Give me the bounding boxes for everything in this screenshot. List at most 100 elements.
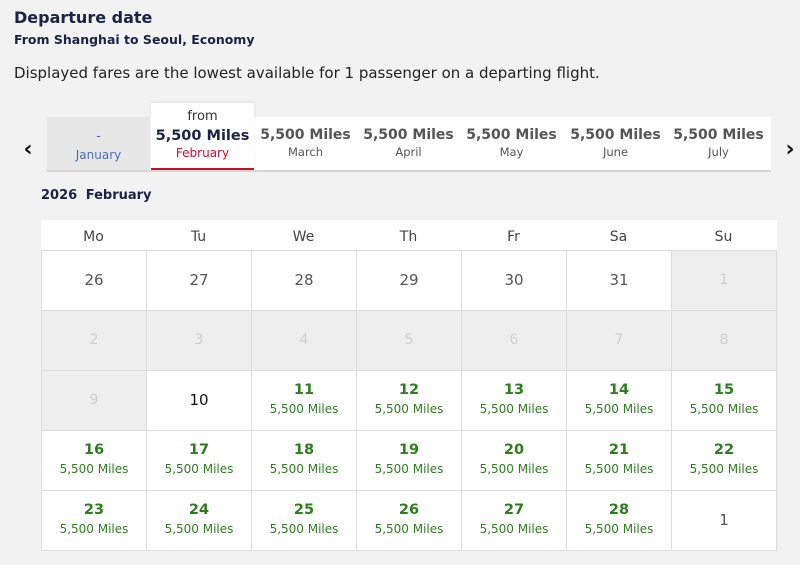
chevron-left-icon[interactable]: ‹ — [23, 137, 33, 162]
calendar-day[interactable]: 19 5,500 Miles — [357, 431, 462, 491]
month-tab-may[interactable]: 5,500 Miles May — [460, 117, 563, 170]
month-name: May — [499, 145, 524, 159]
day-number: 31 — [609, 271, 629, 289]
calendar-day[interactable]: 11 5,500 Miles — [252, 371, 357, 431]
calendar-day[interactable]: 12 5,500 Miles — [357, 371, 462, 431]
weekday-header: Mo Tu We Th Fr Sa Su — [41, 220, 777, 250]
calendar-day[interactable]: 24 5,500 Miles — [147, 491, 252, 551]
month-tab-march[interactable]: 5,500 Miles March — [254, 117, 357, 170]
day-number: 1 — [719, 511, 729, 529]
day-number: 14 — [608, 382, 630, 398]
month-miles: 5,500 Miles — [570, 127, 661, 143]
day-fare: 5,500 Miles — [584, 462, 654, 476]
day-fare: 5,500 Miles — [479, 522, 549, 536]
calendar-day: 3 — [147, 311, 252, 371]
month-tab-july[interactable]: 5,500 Miles July — [667, 117, 770, 170]
day-number: 21 — [608, 442, 630, 458]
day-number: 7 — [614, 332, 624, 348]
day-number: 10 — [189, 391, 209, 409]
day-number: 28 — [294, 271, 314, 289]
calendar-day: 6 — [462, 311, 567, 371]
month-name: July — [708, 145, 729, 159]
month-name: February — [175, 146, 230, 160]
calendar-week: 16 5,500 Miles 17 5,500 Miles 18 5,500 Miles 1… — [42, 431, 777, 491]
weekday-label: Su — [714, 229, 733, 245]
month-tab-february[interactable]: from 5,500 Miles February — [151, 103, 254, 170]
day-number: 23 — [83, 502, 105, 518]
day-number: 30 — [504, 271, 524, 289]
calendar-week: 2 3 4 5 6 7 8 — [42, 311, 777, 371]
day-number: 12 — [398, 382, 420, 398]
calendar-week: 23 5,500 Miles 24 5,500 Miles 25 5,500 Miles 2… — [42, 491, 777, 551]
day-fare: 5,500 Miles — [269, 522, 339, 536]
day-number: 27 — [189, 271, 209, 289]
day-fare: 5,500 Miles — [479, 462, 549, 476]
day-number: 22 — [713, 442, 735, 458]
day-number: 8 — [719, 332, 729, 348]
calendar-day: 29 — [357, 251, 462, 311]
month-miles: 5,500 Miles — [466, 127, 557, 143]
day-number: 25 — [293, 502, 315, 518]
day-number: 2 — [89, 332, 99, 348]
month-miles: 5,500 Miles — [363, 127, 454, 143]
day-fare: 5,500 Miles — [584, 522, 654, 536]
calendar-day: 1 — [672, 491, 777, 551]
chevron-right-icon[interactable]: › — [785, 137, 795, 162]
month-tab-january[interactable]: - January — [47, 117, 150, 170]
day-fare: 5,500 Miles — [374, 462, 444, 476]
weekday-label: Mo — [83, 229, 104, 245]
calendar-day[interactable]: 14 5,500 Miles — [567, 371, 672, 431]
route-subtitle: From Shanghai to Seoul, Economy — [14, 32, 255, 47]
page-title: Departure date — [14, 8, 153, 27]
weekday-label: Sa — [609, 229, 628, 245]
calendar-day[interactable]: 18 5,500 Miles — [252, 431, 357, 491]
weekday-label: Fr — [507, 229, 520, 245]
month-name: June — [602, 145, 629, 159]
calendar-day: 28 — [252, 251, 357, 311]
calendar-day: 1 — [672, 251, 777, 311]
calendar-grid: 26 27 28 29 30 31 1 2 3 4 5 6 7 8 9 10 11 5,500 Miles 12 5,… — [41, 250, 777, 551]
calendar-day[interactable]: 10 — [147, 371, 252, 431]
calendar-day[interactable]: 20 5,500 Miles — [462, 431, 567, 491]
day-number: 15 — [713, 382, 735, 398]
day-number: 29 — [399, 271, 419, 289]
day-fare: 5,500 Miles — [689, 402, 759, 416]
month-miles: 5,500 Miles — [260, 127, 351, 143]
calendar-year: 2026 — [41, 188, 78, 203]
month-tab-april[interactable]: 5,500 Miles April — [357, 117, 460, 170]
day-fare: 5,500 Miles — [584, 402, 654, 416]
calendar-day[interactable]: 23 5,500 Miles — [42, 491, 147, 551]
calendar-day[interactable]: 21 5,500 Miles — [567, 431, 672, 491]
calendar-day[interactable]: 16 5,500 Miles — [42, 431, 147, 491]
day-number: 4 — [299, 332, 309, 348]
month-tab-june[interactable]: 5,500 Miles June — [564, 117, 667, 170]
day-number: 27 — [503, 502, 525, 518]
day-fare: 5,500 Miles — [374, 402, 444, 416]
day-fare: 5,500 Miles — [59, 462, 129, 476]
day-number: 20 — [503, 442, 525, 458]
day-number: 16 — [83, 442, 105, 458]
day-number: 18 — [293, 442, 315, 458]
month-from-label: from — [187, 109, 218, 124]
calendar-day[interactable]: 13 5,500 Miles — [462, 371, 567, 431]
day-number: 9 — [89, 392, 99, 408]
month-name: January — [75, 148, 122, 162]
calendar-day[interactable]: 25 5,500 Miles — [252, 491, 357, 551]
day-number: 3 — [194, 332, 204, 348]
calendar: Mo Tu We Th Fr Sa Su 26 27 28 29 30 31 1 2 3 4 5 6 7 8 9 10 11… — [41, 220, 777, 551]
day-number: 26 — [84, 271, 104, 289]
calendar-day[interactable]: 27 5,500 Miles — [462, 491, 567, 551]
day-number: 17 — [188, 442, 210, 458]
day-fare: 5,500 Miles — [164, 462, 234, 476]
calendar-day[interactable]: 28 5,500 Miles — [567, 491, 672, 551]
calendar-day[interactable]: 26 5,500 Miles — [357, 491, 462, 551]
calendar-day: 4 — [252, 311, 357, 371]
calendar-day[interactable]: 22 5,500 Miles — [672, 431, 777, 491]
calendar-week: 26 27 28 29 30 31 1 — [42, 251, 777, 311]
calendar-day: 2 — [42, 311, 147, 371]
calendar-day[interactable]: 17 5,500 Miles — [147, 431, 252, 491]
calendar-day[interactable]: 15 5,500 Miles — [672, 371, 777, 431]
day-fare: 5,500 Miles — [269, 462, 339, 476]
day-number: 26 — [398, 502, 420, 518]
weekday-label: We — [292, 229, 315, 245]
